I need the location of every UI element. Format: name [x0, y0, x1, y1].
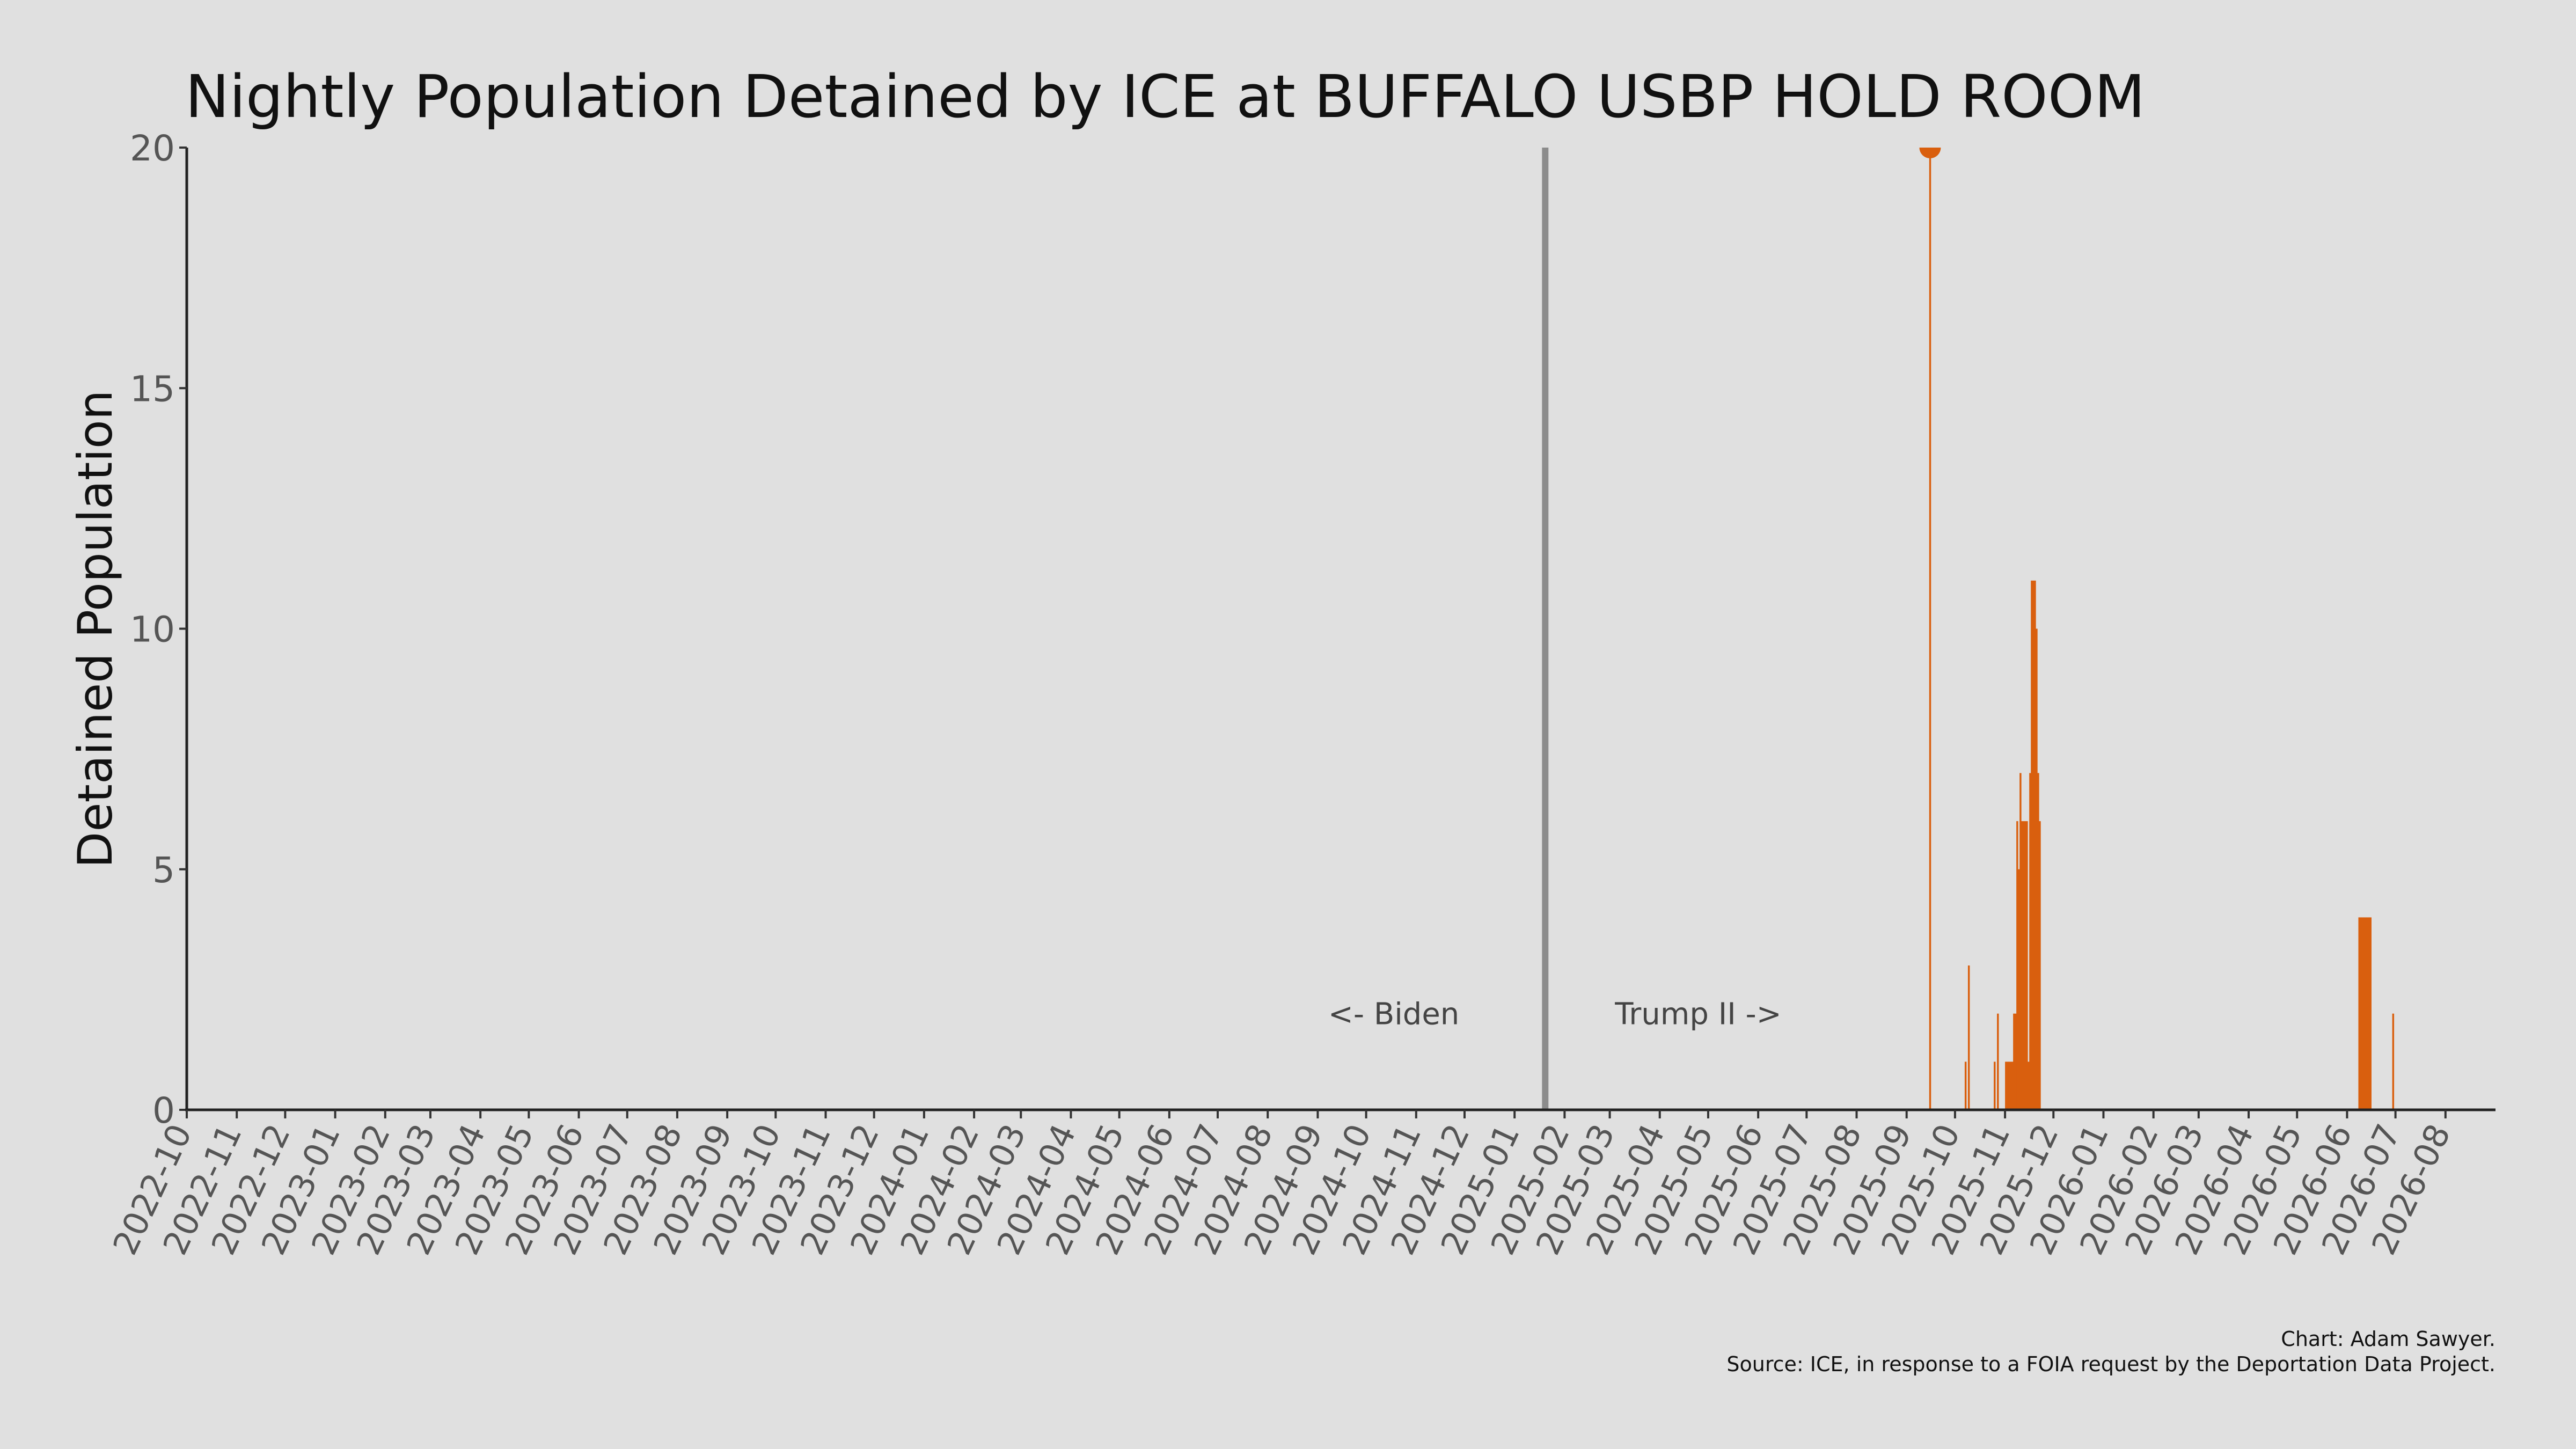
bar — [2005, 1062, 2007, 1110]
bar — [2368, 917, 2370, 1110]
bar — [2358, 917, 2360, 1110]
bar — [2363, 917, 2365, 1110]
bar — [2015, 1013, 2017, 1110]
bars-layer — [1919, 148, 2395, 1110]
bar — [2032, 580, 2035, 1110]
bar — [2024, 821, 2026, 1110]
bar — [2019, 773, 2022, 1110]
y-tick-label: 15 — [130, 368, 175, 409]
caption-source: Source: ICE, in response to a FOIA reque… — [1726, 1352, 2496, 1376]
y-tick-label: 0 — [152, 1090, 175, 1131]
caption-credit: Chart: Adam Sawyer. — [2281, 1327, 2496, 1351]
bar — [2360, 917, 2362, 1110]
bar — [1964, 1062, 1967, 1110]
y-tick-label: 10 — [130, 609, 175, 650]
administration-divider — [1542, 148, 1549, 1110]
bar — [1967, 965, 1970, 1110]
annotation-layer: <- Biden Trump II -> — [1328, 997, 1782, 1032]
bar — [2037, 773, 2039, 1110]
y-tick-label: 5 — [152, 850, 175, 891]
bar — [2023, 821, 2025, 1110]
bar — [2007, 1062, 2009, 1110]
x-axis: 2022-102022-112022-122023-012023-022023-… — [105, 1108, 2496, 1261]
bar — [2016, 821, 2018, 1110]
bar — [2029, 773, 2031, 1110]
y-tick-label: 20 — [130, 128, 175, 169]
bar — [2021, 821, 2023, 1110]
bar — [1994, 1062, 1996, 1110]
bar — [2031, 580, 2033, 1110]
bar — [2026, 821, 2028, 1110]
divider-layer — [1542, 148, 1549, 1110]
bar — [2036, 628, 2038, 1110]
bar — [2010, 1062, 2012, 1110]
bar — [2369, 917, 2372, 1110]
annotation-biden: <- Biden — [1328, 997, 1459, 1032]
chart-title: Nightly Population Detained by ICE at BU… — [185, 62, 2145, 131]
bar — [2039, 821, 2041, 1110]
bar — [2365, 917, 2367, 1110]
y-axis: 0 5 10 15 20 — [130, 128, 188, 1131]
y-axis-label: Detained Population — [68, 390, 123, 868]
bar — [1997, 1013, 1999, 1110]
bar — [2361, 917, 2363, 1110]
bar — [1929, 148, 1931, 1110]
bar — [2013, 1013, 2015, 1110]
bar — [2028, 1062, 2030, 1110]
bar — [2366, 917, 2368, 1110]
bar — [2034, 580, 2036, 1110]
max-marker — [1919, 148, 1941, 158]
bar — [2008, 1062, 2010, 1110]
annotation-trump: Trump II -> — [1614, 997, 1781, 1032]
bar — [2392, 1013, 2395, 1110]
bar — [2018, 869, 2020, 1110]
bar — [2011, 1062, 2014, 1110]
